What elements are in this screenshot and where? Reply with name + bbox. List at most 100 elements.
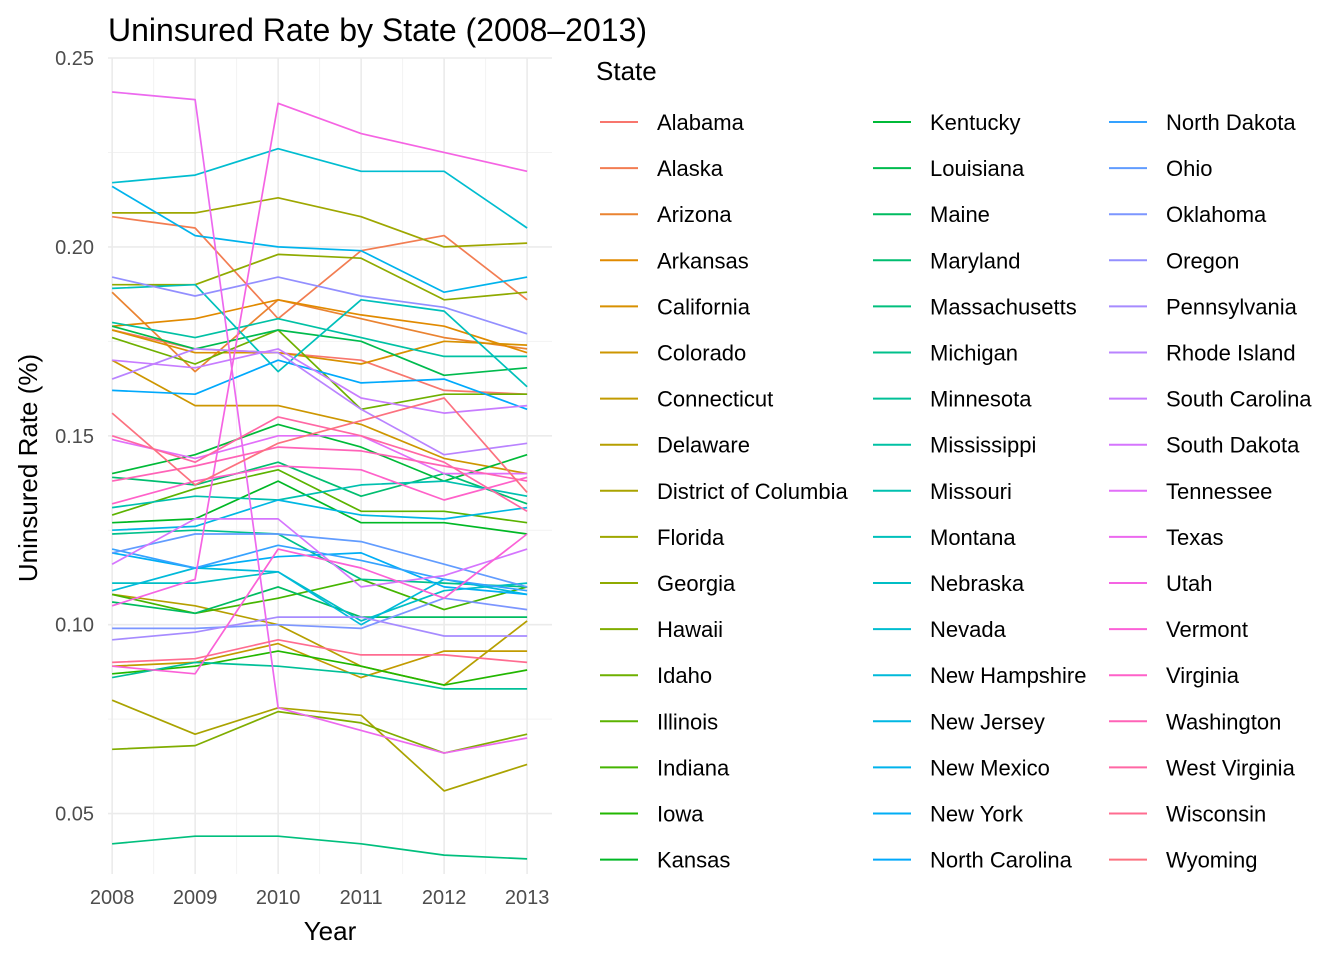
legend-label: New York	[930, 802, 1024, 827]
legend-item: Minnesota	[873, 387, 1032, 412]
legend-item: North Dakota	[1109, 110, 1296, 135]
legend-item: California	[600, 294, 751, 319]
series-line-utah	[111, 102, 528, 607]
legend-item: Maryland	[873, 248, 1020, 273]
y-tick-labels: 0.05 0.10 0.15 0.20 0.25	[55, 48, 94, 826]
x-tick-label: 2010	[256, 887, 301, 909]
series-line-illinois	[111, 468, 528, 524]
series-line-maryland	[112, 461, 528, 505]
legend-label: Iowa	[657, 802, 704, 827]
legend-label: Virginia	[1166, 663, 1240, 688]
legend-item: West Virginia	[1109, 755, 1296, 780]
series-line-texas	[112, 91, 528, 754]
legend-label: South Dakota	[1166, 433, 1300, 458]
legend-label: Kansas	[657, 848, 730, 873]
legend-label: Florida	[657, 525, 725, 550]
legend-item: North Carolina	[873, 848, 1073, 873]
legend-item: New Jersey	[873, 709, 1045, 734]
legend-item: Ohio	[1109, 156, 1212, 181]
legend-label: Ohio	[1166, 156, 1212, 181]
legend-item: Florida	[600, 525, 725, 550]
legend-item: Idaho	[600, 663, 712, 688]
legend-label: Tennessee	[1166, 479, 1272, 504]
legend: Alabama Alaska Arizona Arkansas California Co…	[600, 110, 1312, 873]
series-line-south-dakota	[111, 518, 528, 588]
legend-label: Pennsylvania	[1166, 294, 1298, 319]
legend-label: District of Columbia	[657, 479, 848, 504]
series-line-arizona	[111, 291, 528, 373]
legend-label: Colorado	[657, 341, 746, 366]
series-line-new-mexico	[111, 185, 528, 294]
legend-label: Washington	[1166, 709, 1281, 734]
legend-item: Louisiana	[873, 156, 1025, 181]
legend-item: Wisconsin	[1109, 802, 1266, 827]
legend-item: South Dakota	[1109, 433, 1300, 458]
legend-item: Alaska	[600, 156, 724, 181]
x-axis-title: Year	[304, 916, 357, 946]
legend-label: Utah	[1166, 571, 1212, 596]
legend-label: South Carolina	[1166, 387, 1312, 412]
legend-label: Michigan	[930, 341, 1018, 366]
legend-label: North Carolina	[930, 848, 1073, 873]
legend-item: Massachusetts	[873, 294, 1077, 319]
series-line-iowa	[112, 650, 528, 686]
series-line-indiana	[111, 578, 528, 615]
legend-item: Georgia	[600, 571, 736, 596]
chart-title: Uninsured Rate by State (2008–2013)	[108, 12, 647, 48]
legend-label: Louisiana	[930, 156, 1025, 181]
series-line-connecticut	[112, 642, 528, 679]
y-tick-label: 0.20	[55, 237, 94, 259]
legend-label: Nevada	[930, 617, 1007, 642]
legend-label: Wyoming	[1166, 848, 1258, 873]
legend-label: Georgia	[657, 571, 736, 596]
legend-item: Nebraska	[873, 571, 1025, 596]
legend-item: Virginia	[1109, 663, 1240, 688]
series-line-washington	[111, 446, 528, 482]
legend-item: Tennessee	[1109, 479, 1272, 504]
legend-label: Minnesota	[930, 387, 1032, 412]
series-line-florida	[112, 196, 528, 248]
legend-item: Illinois	[600, 709, 718, 734]
legend-label: Montana	[930, 525, 1016, 550]
series-line-oregon	[111, 276, 528, 335]
legend-label: New Mexico	[930, 755, 1050, 780]
legend-label: Oregon	[1166, 248, 1239, 273]
legend-item: Oregon	[1109, 248, 1239, 273]
legend-item: Hawaii	[600, 617, 723, 642]
legend-label: Delaware	[657, 433, 750, 458]
legend-label: West Virginia	[1166, 755, 1296, 780]
legend-item: Pennsylvania	[1109, 294, 1298, 319]
legend-item: Arkansas	[600, 248, 749, 273]
series-line-mississippi	[111, 317, 528, 358]
legend-label: Idaho	[657, 663, 712, 688]
x-tick-label: 2012	[422, 887, 467, 909]
legend-label: Alabama	[657, 110, 745, 135]
series-line-pennsylvania	[112, 616, 528, 641]
y-tick-label: 0.15	[55, 426, 94, 448]
series-line-minnesota	[111, 661, 528, 690]
x-tick-label: 2011	[340, 887, 383, 909]
legend-item: Rhode Island	[1109, 341, 1296, 366]
legend-label: Connecticut	[657, 387, 773, 412]
series-line-wyoming	[111, 397, 528, 493]
legend-label: Oklahoma	[1166, 202, 1267, 227]
legend-label: Missouri	[930, 479, 1012, 504]
legend-item: Oklahoma	[1109, 202, 1267, 227]
legend-label: Illinois	[657, 709, 718, 734]
series-group	[111, 91, 528, 860]
legend-label: Texas	[1166, 525, 1223, 550]
legend-label: Indiana	[657, 755, 730, 780]
legend-label: Arizona	[657, 202, 732, 227]
legend-label: Maine	[930, 202, 990, 227]
legend-label: Hawaii	[657, 617, 723, 642]
legend-item: Maine	[873, 202, 990, 227]
legend-label: Alaska	[657, 156, 724, 181]
legend-title: State	[596, 56, 657, 86]
legend-item: Kansas	[600, 848, 730, 873]
legend-item: Arizona	[600, 202, 732, 227]
x-tick-label: 2008	[90, 887, 135, 909]
y-tick-label: 0.25	[55, 48, 94, 70]
series-line-nevada	[112, 147, 528, 229]
legend-item: Montana	[873, 525, 1016, 550]
legend-item: New Mexico	[873, 755, 1050, 780]
